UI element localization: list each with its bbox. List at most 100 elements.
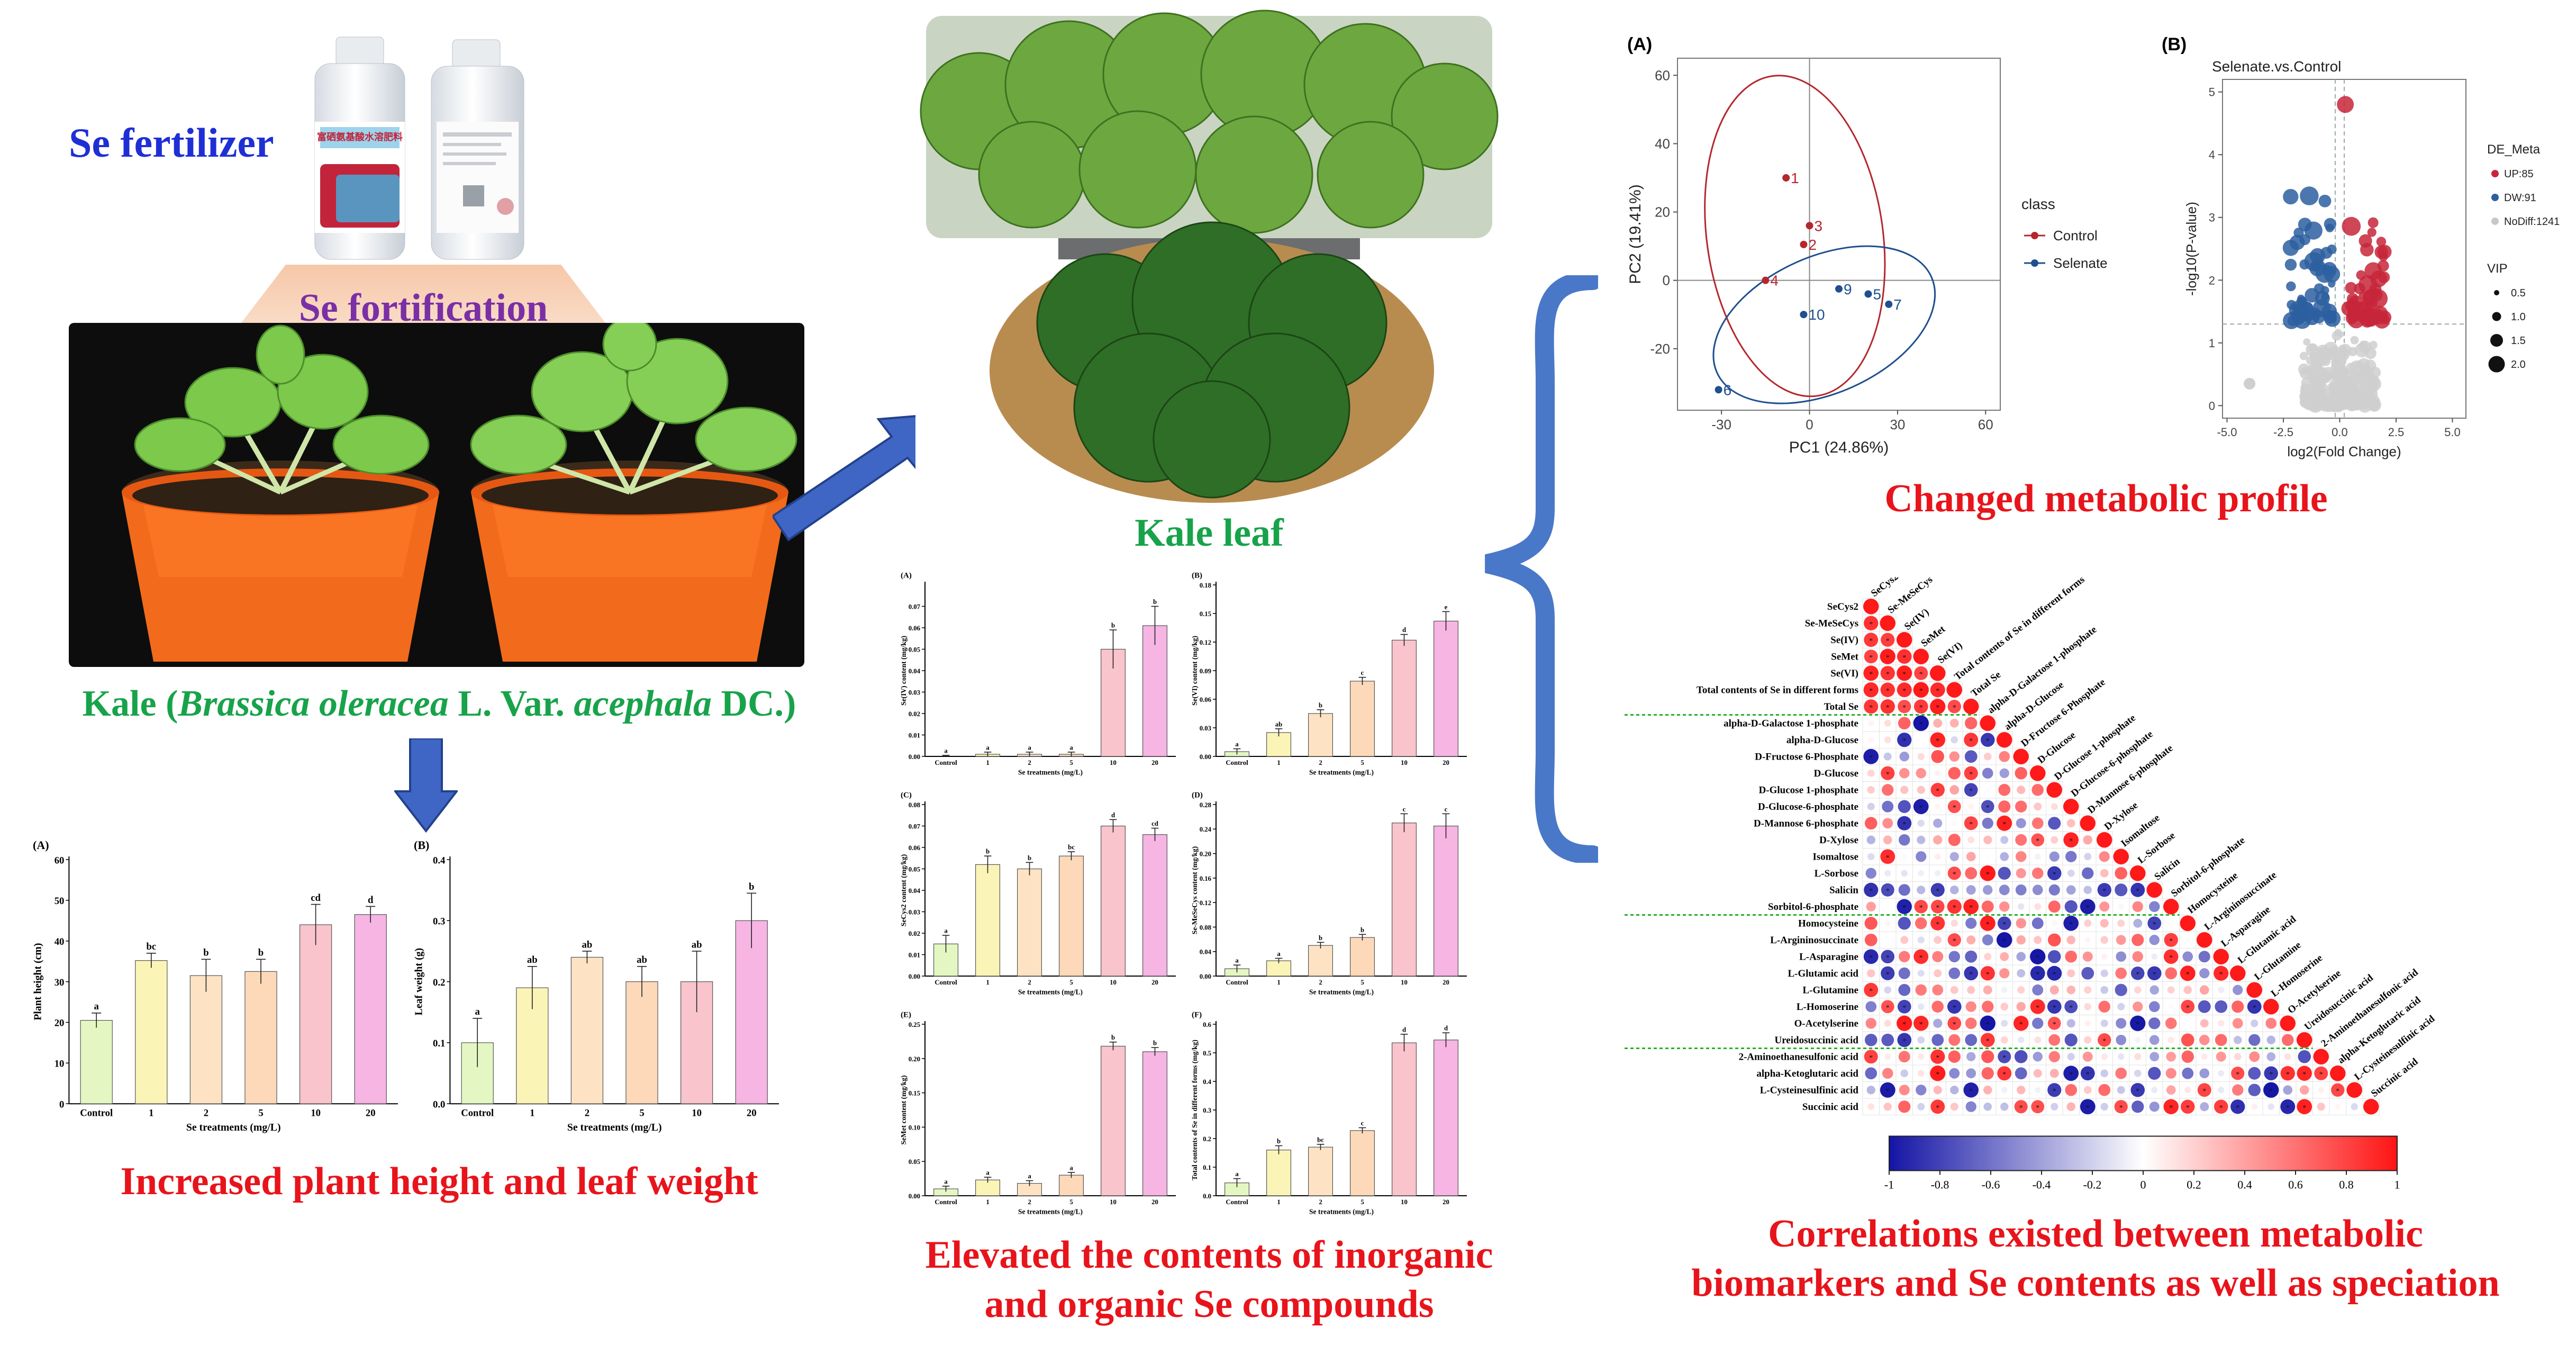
sig-star: * [1886, 637, 1890, 645]
corr-dot [1900, 936, 1909, 944]
category-label: 5 [1360, 1198, 1364, 1206]
sig-star: * [1902, 654, 1906, 662]
corr-dot [2232, 1018, 2243, 1029]
bottle-right [431, 39, 524, 260]
down-point [2299, 234, 2310, 246]
category-label: 20 [1443, 1198, 1449, 1206]
sig-star: * [1919, 671, 1923, 679]
bar [1433, 1040, 1459, 1196]
corr-dot [1981, 800, 1994, 814]
bar [975, 1179, 1001, 1196]
down-point [2283, 188, 2299, 205]
sig-star: * [2102, 887, 2106, 895]
corr-dot [2151, 1087, 2158, 1094]
corr-dot [1867, 786, 1875, 794]
category-label: 20 [1443, 759, 1449, 766]
significance-letter: bc [1317, 1136, 1324, 1143]
corr-dot [1947, 800, 1961, 814]
sig-star: * [2253, 1004, 2256, 1012]
nodiff-point [2343, 368, 2351, 375]
x-tick-label: 30 [1890, 417, 1905, 432]
colorbar-tick-label: -0.8 [1931, 1178, 1949, 1191]
corr-dot [1898, 917, 1911, 930]
corr-dot [1933, 835, 1943, 845]
corr-dot [2084, 1020, 2091, 1027]
pca-legend-label: Control [2053, 228, 2098, 243]
corr-dot [2097, 832, 2112, 848]
category-label: 2 [1319, 759, 1322, 766]
corr-dot [2099, 851, 2110, 862]
corr-dot [2015, 834, 2027, 846]
significance-letter: b [203, 947, 208, 959]
corr-dot [2034, 802, 2042, 811]
corr-dot [2000, 836, 2009, 844]
corr-dot [1914, 666, 1928, 680]
y-axis-title: Total contents of Se in different forms … [1191, 1040, 1199, 1180]
corr-dot [1966, 1052, 1976, 1061]
y-tick-label: 0.1 [1203, 1164, 1211, 1171]
significance-letter: ab [1275, 720, 1282, 728]
row-label: Succinic acid [1802, 1102, 1859, 1113]
corr-dot [2130, 1015, 2146, 1031]
corr-dot [2049, 1069, 2059, 1078]
up-point [2368, 217, 2379, 228]
corr-dot [2249, 1051, 2260, 1062]
category-label: Control [1226, 979, 1248, 986]
significance-letter: a [986, 744, 990, 751]
bar [1308, 1147, 1334, 1196]
y-axis-title: SeCys2 content (mg/kg) [900, 854, 908, 927]
corr-dot [1984, 787, 1991, 793]
sig-star: * [1969, 737, 1973, 745]
corr-dot [1864, 817, 1877, 830]
corr-dot [2116, 1018, 2127, 1029]
volcano-legend-title: DE_Meta [2487, 142, 2541, 157]
corr-dot [2331, 1083, 2345, 1097]
corr-dot [2017, 903, 2025, 910]
sig-star: * [1886, 887, 1890, 895]
corr-dot [1964, 816, 1978, 831]
bar [1058, 855, 1084, 977]
y-tick-label: 0.06 [909, 625, 920, 632]
correlations-line2: biomarkers and Se contents as well as sp… [1691, 1261, 2500, 1305]
category-label: 20 [366, 1107, 376, 1118]
panel-tag: (D) [1192, 791, 1203, 800]
corr-dot [1930, 1049, 1945, 1064]
corr-dot [1935, 804, 1941, 810]
corr-dot [1918, 737, 1924, 743]
corr-dot [1998, 1050, 2011, 1063]
corr-dot [2034, 1087, 2041, 1094]
corr-dot [1913, 715, 1929, 731]
sig-star: * [1886, 671, 1890, 679]
sig-star: * [1953, 1021, 1956, 1028]
down-point [2300, 186, 2319, 205]
sig-star: * [2019, 1021, 2023, 1028]
category-label: Control [80, 1107, 113, 1118]
corr-dot [1999, 768, 2009, 778]
corr-dot [1964, 733, 1979, 747]
corr-dot [2267, 1103, 2275, 1111]
corr-dot [1933, 1086, 1942, 1095]
corr-dot [1897, 649, 1912, 664]
sig-star: * [2036, 1104, 2039, 1112]
corr-dot [1980, 715, 1996, 731]
category-label: 1 [149, 1107, 153, 1118]
corr-dot [2115, 1067, 2127, 1079]
corr-dot [1880, 666, 1895, 681]
category-label: Control [461, 1107, 494, 1118]
row-label: Sorbitol-6-phosphate [1768, 901, 1858, 913]
corr-dot [2051, 836, 2058, 844]
corr-dot [1930, 916, 1945, 931]
corr-dot [1881, 633, 1895, 647]
corr-dot [2063, 915, 2079, 931]
corr-dot [2014, 1100, 2028, 1114]
corr-dot [1997, 732, 2012, 748]
row-label: Se(IV) [1830, 635, 1858, 646]
nodiff-point [2337, 331, 2344, 338]
kale-leaf-photo [915, 5, 1503, 503]
nodiff-point [2298, 363, 2310, 375]
sig-star: * [1919, 704, 1923, 712]
x-tick-label: -30 [1711, 417, 1731, 432]
sig-star: * [1969, 904, 1973, 912]
bar-chart-panel: (C) 0.00 0.01 0.02 0.03 0.04 0.05 0.06 0.07 0.08 S… [900, 791, 1176, 996]
corr-dot [2214, 965, 2229, 981]
